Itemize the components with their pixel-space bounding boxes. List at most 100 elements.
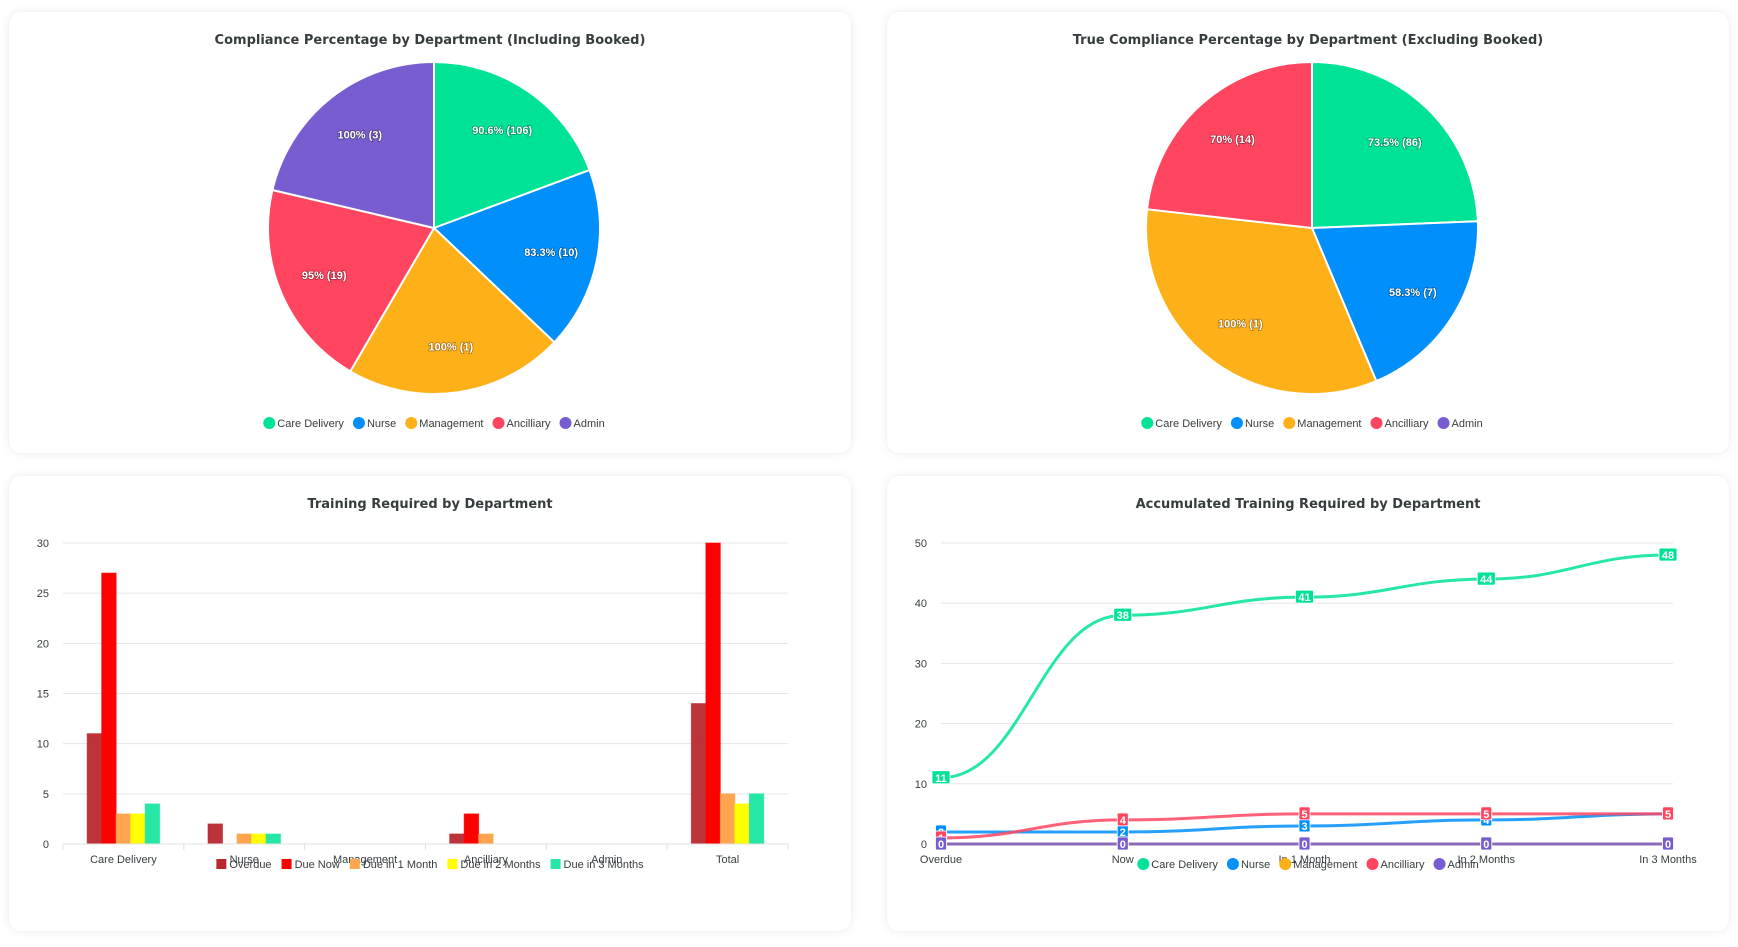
legend-label: Ancilliary: [507, 418, 552, 430]
pie-slice-nurse[interactable]: [1310, 220, 1479, 383]
bar-total-due-in-2-months[interactable]: [734, 803, 750, 845]
pie-slice-care-delivery[interactable]: [1311, 60, 1479, 230]
pie-slice-admin[interactable]: [271, 60, 435, 230]
compliance-including-booked-card: Compliance Percentage by Department (Inc…: [9, 12, 851, 453]
legend-label: Nurse: [1245, 418, 1274, 430]
data-label-text: 0: [938, 839, 944, 851]
x-tick-label: In 2 Months: [1458, 854, 1516, 866]
bar-care-delivery-due-now[interactable]: [101, 572, 117, 845]
legend-item-nurse[interactable]: Nurse: [1230, 417, 1274, 430]
pie-slice-management[interactable]: [348, 226, 556, 395]
data-label-care-delivery: 11: [931, 770, 951, 785]
legend-label: Nurse: [1241, 859, 1270, 871]
legend-item-nurse[interactable]: Nurse: [352, 417, 396, 430]
bar-total-due-in-3-months[interactable]: [748, 793, 765, 845]
y-tick-label: 25: [37, 588, 49, 600]
chart-title: Training Required by Department: [307, 497, 552, 512]
legend-label: Overdue: [229, 859, 271, 871]
legend-marker: [1226, 858, 1239, 870]
data-label-text: 3: [1301, 821, 1307, 833]
legend-marker: [1141, 417, 1154, 429]
legend-item-care-delivery[interactable]: Care Delivery: [1141, 417, 1222, 430]
training-required-bar-chart: Training Required by Department 0 5 10 15 20…: [37, 497, 789, 871]
data-label-admin: 0: [1480, 836, 1493, 851]
data-label-care-delivery: 44: [1476, 571, 1496, 586]
bar-nurse-overdue[interactable]: [207, 823, 223, 845]
pie-data-label-management: 100% (1): [1218, 319, 1263, 331]
legend-marker: [1137, 858, 1150, 870]
legend-item-due-in-3-months[interactable]: Due in 3 Months: [550, 859, 645, 871]
data-label-background: [1298, 836, 1311, 851]
pie-slice-management[interactable]: [1145, 208, 1378, 395]
pie-slice-nurse[interactable]: [432, 168, 601, 344]
data-label-care-delivery: 48: [1658, 547, 1678, 562]
legend-item-ancilliary[interactable]: Ancilliary: [1366, 858, 1426, 871]
data-label-text: 4: [1120, 815, 1127, 827]
legend-marker: [405, 417, 418, 429]
bar-care-delivery-due-in-2-months[interactable]: [130, 813, 146, 845]
legend-item-management[interactable]: Management: [1283, 417, 1362, 430]
data-label-text: 2: [1120, 827, 1126, 839]
legend-item-nurse[interactable]: Nurse: [1226, 858, 1270, 871]
chart-title: Accumulated Training Required by Departm…: [1136, 497, 1481, 512]
compliance-including-booked-pie-chart: Compliance Percentage by Department (Inc…: [215, 33, 646, 430]
legend-label: Due in 2 Months: [460, 859, 541, 871]
bar-total-due-in-1-month[interactable]: [719, 793, 736, 845]
legend-item-due-in-1-month[interactable]: Due in 1 Month: [349, 859, 438, 871]
data-label-admin: 0: [1662, 836, 1674, 851]
legend-marker: [559, 417, 572, 429]
bar-nurse-due-in-3-months[interactable]: [265, 833, 281, 845]
legend-label: Care Delivery: [277, 418, 344, 430]
bar-care-delivery-overdue[interactable]: [86, 733, 103, 845]
bar-ancilliary-due-now[interactable]: [463, 813, 480, 845]
chart-title: Compliance Percentage by Department (Inc…: [215, 33, 646, 48]
legend-marker: [1230, 417, 1243, 429]
legend-item-admin[interactable]: Admin: [1433, 858, 1479, 871]
pie-slice-ancilliary[interactable]: [1145, 60, 1313, 230]
legend-item-management[interactable]: Management: [1279, 858, 1358, 871]
bar-ancilliary-overdue[interactable]: [449, 833, 465, 845]
data-label-ancilliary: 5: [1298, 806, 1311, 821]
legend-marker: [1433, 858, 1446, 870]
pie-data-label-management: 100% (1): [429, 341, 474, 353]
data-label-care-delivery: 41: [1295, 589, 1314, 604]
bar-nurse-due-in-2-months[interactable]: [251, 833, 267, 845]
legend-item-care-delivery[interactable]: Care Delivery: [1137, 858, 1218, 871]
legend-marker: [216, 859, 227, 869]
data-label-text: 38: [1117, 610, 1129, 622]
pie-slice-care-delivery[interactable]: [433, 60, 591, 230]
legend-item-care-delivery[interactable]: Care Delivery: [263, 417, 344, 430]
data-label-background: [1662, 836, 1674, 851]
legend-item-due-now[interactable]: Due Now: [281, 859, 340, 871]
data-label-admin: 0: [1298, 836, 1311, 851]
line-care-delivery[interactable]: [940, 553, 1669, 780]
x-tick-label: In 3 Months: [1639, 854, 1697, 866]
legend-item-admin[interactable]: Admin: [1437, 417, 1483, 430]
pie-slice-ancilliary[interactable]: [267, 188, 436, 373]
data-label-ancilliary: 4: [1116, 812, 1129, 827]
training-required-card: Training Required by Department 0 5 10 15 20…: [9, 476, 851, 931]
legend-marker: [1437, 417, 1450, 429]
bar-total-due-now[interactable]: [705, 542, 721, 845]
bar-nurse-due-in-1-month[interactable]: [236, 833, 252, 845]
legend-item-admin[interactable]: Admin: [559, 417, 605, 430]
legend-marker: [281, 859, 292, 869]
x-tick-label: In 1 Month: [1279, 854, 1331, 866]
data-label-ancilliary: 5: [1480, 806, 1493, 821]
x-tick-label: Management: [333, 854, 397, 866]
legend-item-ancilliary[interactable]: Ancilliary: [1370, 417, 1430, 430]
true-compliance-excluding-booked-pie-chart: True Compliance Percentage by Department…: [1073, 33, 1544, 430]
bar-total-overdue[interactable]: [690, 703, 707, 845]
data-label-text: 0: [1483, 839, 1489, 851]
bar-care-delivery-due-in-1-month[interactable]: [115, 813, 132, 845]
data-label-background: [1116, 836, 1129, 851]
bar-ancilliary-due-in-1-month[interactable]: [478, 833, 494, 845]
legend-item-overdue[interactable]: Overdue: [216, 859, 272, 871]
bar-care-delivery-due-in-3-months[interactable]: [144, 803, 161, 845]
legend-item-due-in-2-months[interactable]: Due in 2 Months: [447, 859, 541, 871]
legend-item-management[interactable]: Management: [405, 417, 484, 430]
data-label-text: 44: [1480, 574, 1493, 586]
legend-item-ancilliary[interactable]: Ancilliary: [492, 417, 552, 430]
legend-label: Management: [419, 418, 483, 430]
x-tick-label: Nurse: [230, 854, 259, 866]
